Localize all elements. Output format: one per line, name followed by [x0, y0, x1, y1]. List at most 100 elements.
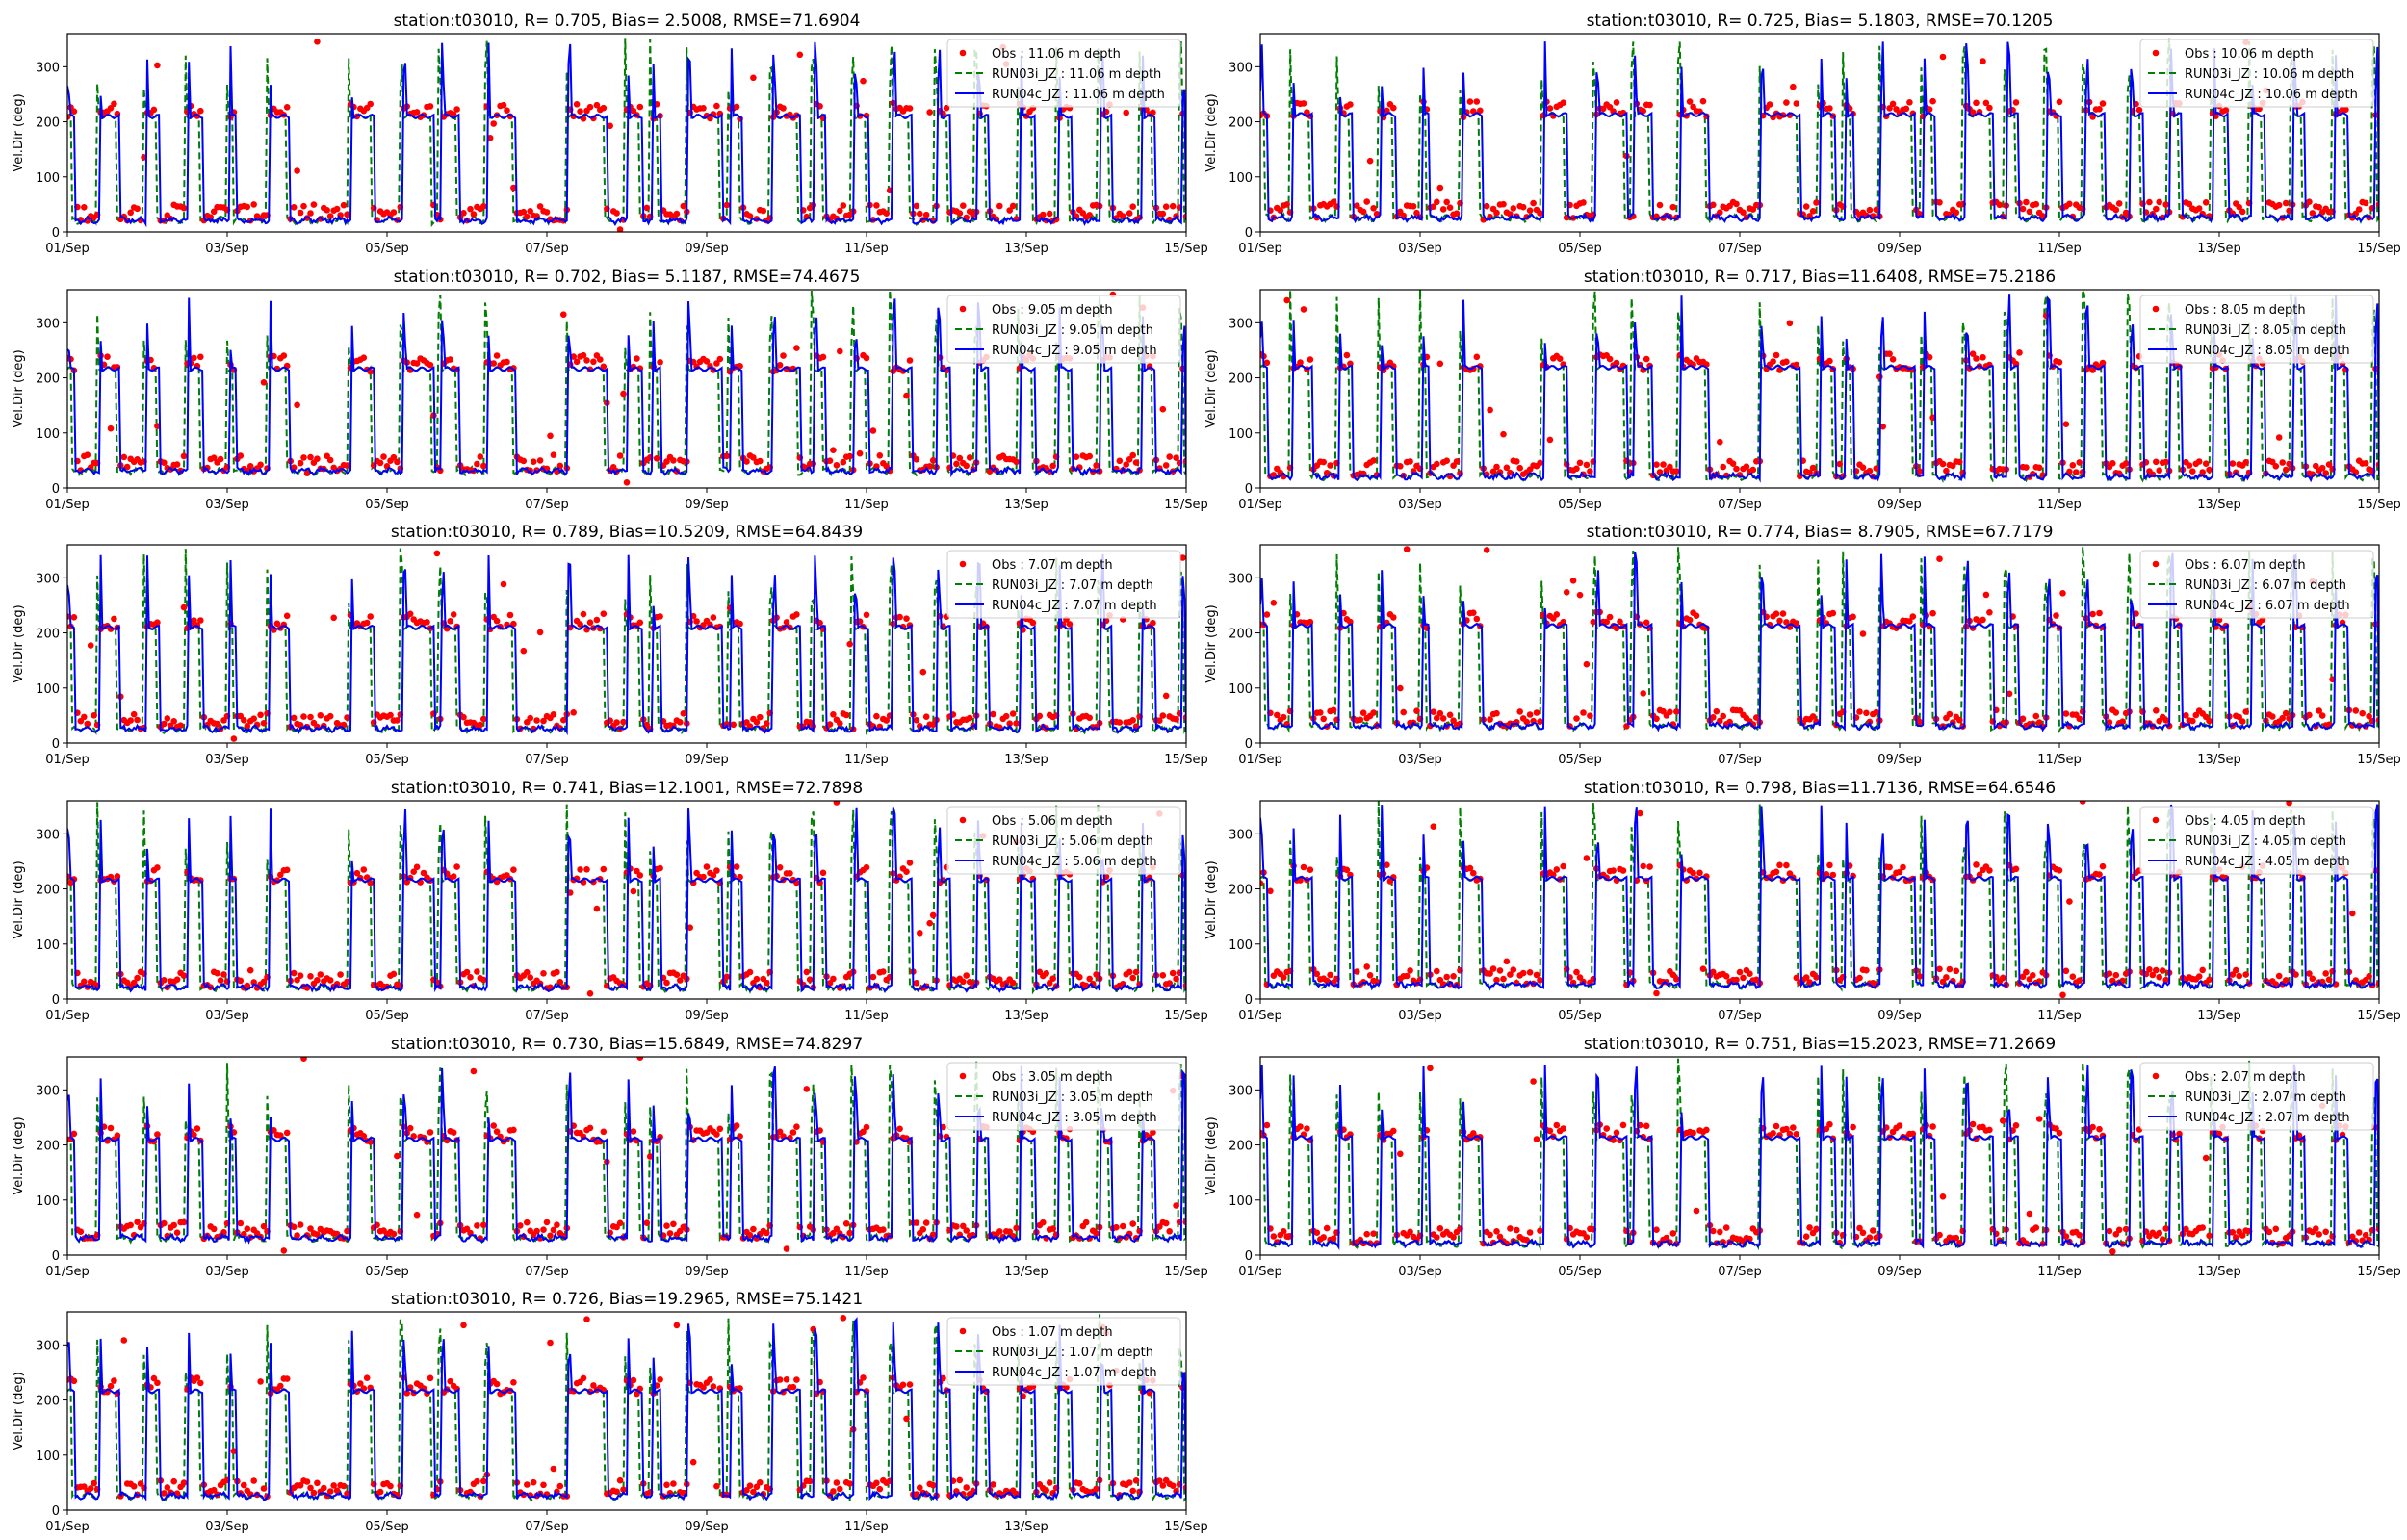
obs-point	[2292, 971, 2299, 978]
obs-point	[1129, 1220, 1136, 1227]
obs-point	[111, 615, 117, 623]
obs-point	[1159, 1482, 1167, 1489]
legend-entry: RUN03i_JZ : 8.05 m depth	[2185, 323, 2346, 338]
obs-point	[1503, 464, 1511, 472]
obs-point	[344, 714, 350, 721]
obs-point	[830, 1488, 837, 1495]
obs-point	[1179, 554, 1186, 561]
obs-point	[1129, 203, 1136, 210]
obs-point	[1573, 465, 1580, 473]
obs-point	[1669, 203, 1677, 211]
obs-point	[2162, 1225, 2169, 1232]
obs-point	[2313, 462, 2319, 470]
legend-entry: RUN04c_JZ : 6.07 m depth	[2185, 599, 2350, 613]
obs-point	[1770, 1130, 1776, 1137]
obs-point	[1696, 869, 1703, 877]
obs-point	[586, 103, 594, 111]
y-tick-label: 100	[1229, 1194, 1253, 1209]
obs-point	[500, 580, 507, 588]
obs-point	[666, 1230, 674, 1237]
obs-point	[1116, 457, 1124, 465]
obs-point	[1162, 203, 1170, 210]
obs-point	[926, 463, 933, 470]
obs-point	[746, 723, 754, 730]
obs-point	[1373, 211, 1381, 218]
obs-point	[1120, 1222, 1126, 1230]
obs-point	[504, 107, 510, 114]
obs-point	[1013, 1224, 1020, 1232]
axes-frame	[66, 1311, 1187, 1511]
obs-point	[2279, 714, 2286, 722]
obs-point	[1613, 1129, 1620, 1137]
y-axis-label: Vel.Dir (deg)	[12, 604, 26, 682]
series-line-run04c	[67, 297, 1186, 478]
obs-point	[1929, 1123, 1936, 1130]
subplot-title: station:t03010, R= 0.725, Bias= 5.1803, …	[1587, 12, 2054, 31]
obs-point	[134, 205, 141, 213]
obs-point	[842, 1220, 850, 1227]
obs-point	[453, 863, 460, 870]
obs-point	[2053, 612, 2059, 619]
obs-point	[883, 717, 890, 724]
obs-point	[636, 872, 644, 879]
obs-point	[560, 716, 567, 724]
obs-point	[376, 1488, 384, 1496]
obs-point	[2186, 200, 2193, 208]
obs-point	[2012, 99, 2020, 106]
obs-point	[903, 868, 910, 875]
obs-point	[1587, 468, 1593, 475]
x-tick-label: 15/Sep	[2357, 753, 2400, 767]
x-tick-label: 15/Sep	[2357, 1265, 2400, 1279]
y-axis-label: Vel.Dir (deg)	[12, 860, 26, 938]
legend-entry: RUN04c_JZ : 5.06 m depth	[992, 855, 1157, 869]
obs-point	[294, 976, 300, 984]
obs-point	[2156, 973, 2162, 981]
obs-point	[154, 62, 161, 69]
obs-point	[1514, 1226, 1520, 1234]
obs-point	[1916, 468, 1924, 475]
obs-point	[460, 210, 467, 217]
obs-point	[1443, 973, 1450, 981]
obs-point	[2349, 910, 2356, 917]
x-tick-label: 01/Sep	[1238, 498, 1281, 512]
obs-point	[1773, 351, 1780, 359]
obs-point	[1736, 707, 1744, 714]
obs-point	[2030, 972, 2036, 979]
obs-point	[2119, 718, 2126, 725]
x-tick-label: 03/Sep	[1398, 1009, 1441, 1023]
legend: Obs : 2.07 m depth RUN03i_JZ : 2.07 m dep…	[2139, 1062, 2374, 1131]
x-tick-label: 05/Sep	[365, 753, 408, 767]
obs-point	[1560, 1125, 1566, 1132]
x-tick-label: 13/Sep	[1004, 1265, 1048, 1279]
x-tick-label: 01/Sep	[1238, 242, 1281, 256]
plot-area	[1260, 801, 2379, 999]
obs-point	[150, 1374, 158, 1382]
x-tick-label: 07/Sep	[525, 498, 568, 512]
obs-point	[746, 213, 754, 219]
obs-point	[963, 972, 970, 979]
obs-point	[1673, 708, 1680, 715]
x-tick-label: 13/Sep	[2197, 242, 2240, 256]
obs-point	[1873, 206, 1880, 214]
obs-point	[806, 976, 814, 983]
obs-point	[170, 718, 177, 725]
legend: Obs : 6.07 m depth RUN03i_JZ : 6.07 m dep…	[2139, 550, 2374, 619]
obs-point	[520, 208, 528, 216]
y-tick-label: 100	[36, 938, 60, 953]
obs-point	[1673, 468, 1680, 475]
obs-point	[2362, 199, 2369, 207]
legend-entry: RUN03i_JZ : 9.05 m depth	[992, 323, 1153, 338]
obs-point	[1986, 609, 1993, 616]
obs-point	[1446, 711, 1454, 719]
obs-point	[1013, 720, 1020, 727]
obs-point	[880, 1226, 887, 1233]
legend: Obs : 8.05 m depth RUN03i_JZ : 8.05 m dep…	[2139, 295, 2374, 364]
obs-point	[1446, 204, 1454, 211]
y-axis-label: Vel.Dir (deg)	[1204, 604, 1219, 682]
obs-point	[2006, 690, 2013, 698]
obs-point	[1477, 107, 1484, 115]
obs-point	[1583, 855, 1591, 861]
obs-point	[180, 972, 188, 979]
obs-point	[1006, 720, 1013, 727]
obs-point	[1487, 406, 1493, 414]
